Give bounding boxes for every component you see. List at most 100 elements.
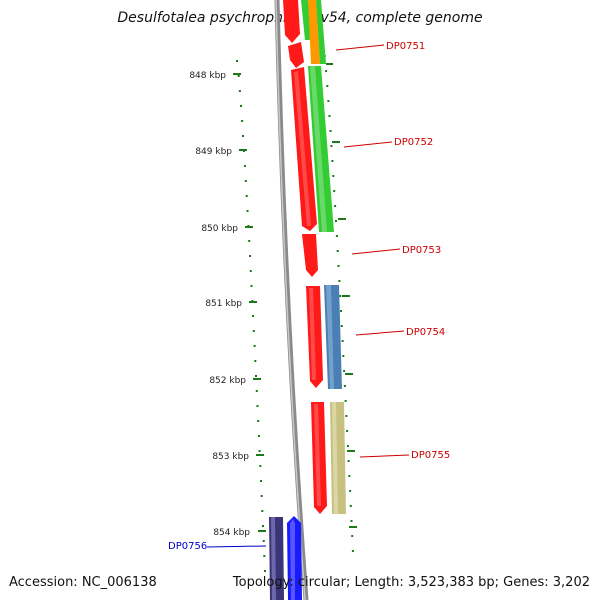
dot [351,550,354,552]
dot [255,375,257,377]
dot [326,85,329,87]
dot [338,280,341,282]
leader-line [335,44,385,51]
dot [257,435,260,437]
topology-text: Topology: circular; Length: 3,523,383 bp… [232,575,590,590]
dot [240,105,242,107]
dot [336,250,339,252]
dot [350,520,353,522]
dot [244,180,247,182]
dot [351,535,354,537]
dot [329,130,332,132]
dot [341,340,344,342]
dot [330,145,333,147]
gene-label-dp0752[interactable]: DP0752 [394,137,433,148]
dot [331,160,334,162]
gene-arrow [288,42,304,68]
dot [258,450,261,452]
dot [253,345,256,347]
genome-title: Desulfotalea psychrophila LSv54, complet… [117,10,483,26]
leader-line [206,545,267,548]
dot [236,60,238,62]
dot [248,240,251,242]
dot [349,505,352,507]
dot [259,465,262,467]
scale-labels: 848 kbp 849 kbp 850 kbp 851 kbp 852 kbp … [189,71,250,538]
leader-line [355,330,405,336]
dot [254,360,257,362]
leader-line [343,141,393,148]
dot [250,285,253,287]
gene-label-dp0755[interactable]: DP0755 [411,450,450,461]
dot [328,115,331,117]
dot [246,210,249,212]
dot [237,75,240,77]
scale-label: 850 kbp [201,224,238,234]
dot [243,165,246,167]
dot [256,405,259,407]
dot [242,135,244,137]
dot [252,315,255,317]
dot [332,175,335,177]
scale-label: 853 kbp [212,452,249,462]
gene-bar [316,0,326,64]
dot [264,570,266,572]
dot [349,490,352,492]
accession-text: Accession: NC_006138 [9,575,157,590]
dot [325,70,328,72]
leader-line [351,248,401,255]
dot [340,310,342,312]
dot [335,235,338,237]
leader-line [359,454,410,458]
dot [342,355,345,357]
gene-leader-lines [206,44,410,548]
dot [339,295,342,297]
dot [337,265,340,267]
dot [346,445,349,447]
gene-label-dp0754[interactable]: DP0754 [406,327,445,338]
dot [260,480,262,482]
track-ticks-right [326,63,357,528]
scale-dotted-line [236,60,266,572]
genome-backbone [274,0,309,600]
dot [241,120,244,122]
dot [340,325,343,327]
dot [252,330,255,332]
track-guide-dots [322,40,354,552]
scale-label: 849 kbp [195,147,232,157]
gene-label-dp0753[interactable]: DP0753 [402,245,441,256]
gene-label-dp0756[interactable]: DP0756 [168,541,207,552]
dot [346,430,349,432]
dot [347,460,350,462]
dot [345,415,348,417]
dot [333,190,336,192]
dot [260,495,263,497]
dot [249,270,252,272]
dot [255,390,258,392]
dot [334,205,337,207]
dot [257,420,260,422]
dot [348,475,351,477]
scale-label: 851 kbp [205,299,242,309]
gene-arrow [283,0,300,43]
scale-label: 854 kbp [213,528,250,538]
dot [343,385,346,387]
dot [249,255,251,257]
dot [344,400,347,402]
scale-ticks [233,73,266,532]
dot [245,195,248,197]
dot [238,90,241,92]
dot [262,525,264,527]
dot [262,540,265,542]
scale-label: 848 kbp [189,71,226,81]
gene-arrow [302,234,318,277]
scale-label: 852 kbp [209,376,246,386]
gene-labels: DP0751 DP0752 DP0753 DP0754 DP0755 DP075… [168,41,450,552]
dot [343,370,346,372]
dot [335,220,337,222]
dot [263,555,266,557]
dot [261,510,264,512]
dot [327,100,330,102]
gene-label-dp0751[interactable]: DP0751 [386,41,425,52]
